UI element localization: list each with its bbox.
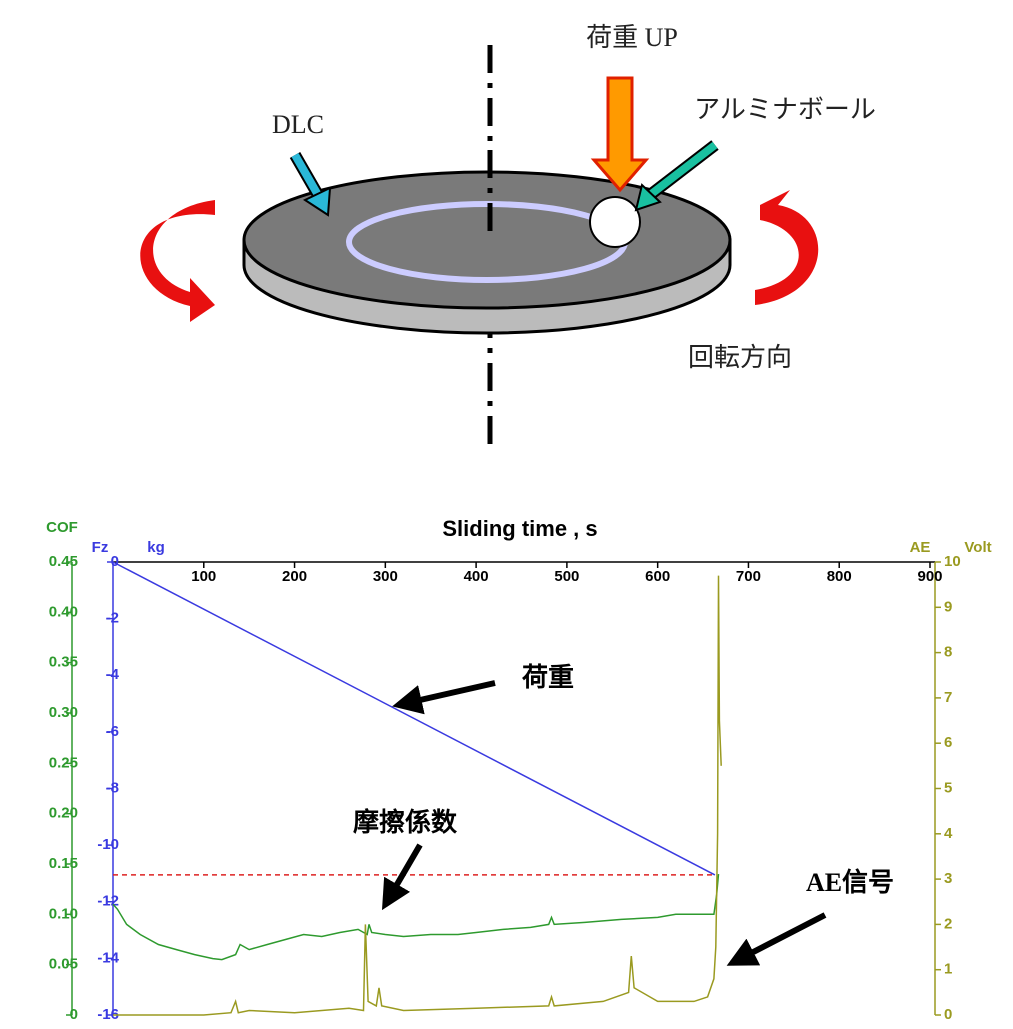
- y-tick-label: 0.40: [49, 603, 78, 620]
- x-tick-label: 500: [554, 568, 579, 585]
- x-tick-label: 800: [827, 568, 852, 585]
- label: 荷重 UP: [586, 23, 678, 52]
- y-tick-label: -14: [97, 949, 119, 966]
- y-tick-label: -8: [106, 779, 119, 796]
- y-tick-label: 0.20: [49, 805, 78, 822]
- y-tick-label: 3: [944, 870, 952, 887]
- label: アルミナボール: [694, 95, 876, 124]
- series-line: [112, 561, 716, 876]
- y-tick-label: 4: [944, 825, 953, 842]
- x-tick-label: 100: [191, 568, 216, 585]
- x-tick-label: 300: [373, 568, 398, 585]
- annotation-arrow: [726, 912, 827, 966]
- y-tick-label: 2: [944, 915, 952, 932]
- annotation: 荷重: [522, 663, 574, 692]
- axis-label: Volt: [964, 539, 991, 556]
- x-tick-label: 700: [736, 568, 761, 585]
- y-tick-label: 0.35: [49, 654, 78, 671]
- label: DLC: [272, 110, 324, 139]
- y-tick-label: 0.25: [49, 754, 78, 771]
- y-tick-label: 0.05: [49, 956, 78, 973]
- y-tick-label: 0.10: [49, 905, 78, 922]
- annotation-arrow: [381, 843, 423, 911]
- annotation: 摩擦係数: [353, 807, 458, 837]
- x-tick-label: 200: [282, 568, 307, 585]
- series-line: [113, 575, 722, 1016]
- y-tick-label: -2: [106, 610, 119, 627]
- x-tick-label: 900: [917, 568, 942, 585]
- annotation: AE信号: [806, 868, 894, 897]
- y-tick-label: -4: [106, 666, 120, 683]
- axis-label: Fz: [92, 539, 109, 556]
- chart-title: Sliding time , s: [442, 516, 597, 541]
- y-tick-label: 1: [944, 961, 952, 978]
- y-tick-label: 0.15: [49, 855, 78, 872]
- y-tick-label: -6: [106, 723, 119, 740]
- y-tick-label: 0: [70, 1006, 78, 1023]
- y-tick-label: 0: [111, 553, 119, 570]
- series-line: [112, 874, 720, 961]
- y-tick-label: -16: [97, 1006, 119, 1023]
- x-tick-label: 400: [464, 568, 489, 585]
- y-tick-label: 0: [944, 1006, 952, 1023]
- y-tick-label: -10: [97, 836, 119, 853]
- y-tick-label: 10: [944, 553, 961, 570]
- y-tick-label: 8: [944, 644, 952, 661]
- y-tick-label: 6: [944, 734, 952, 751]
- y-tick-label: 0.45: [49, 553, 78, 570]
- y-tick-label: 0.30: [49, 704, 78, 721]
- y-tick-label: 9: [944, 598, 952, 615]
- y-tick-label: 5: [944, 779, 952, 796]
- x-tick-label: 600: [645, 568, 670, 585]
- annotation-arrow: [392, 680, 496, 715]
- y-tick-label: 7: [944, 689, 952, 706]
- axis-label: kg: [147, 539, 165, 556]
- label: 回転方向: [688, 343, 792, 372]
- diagram: 荷重 UP アルミナボール DLC 回転方向: [140, 23, 876, 445]
- axis-label: AE: [910, 539, 931, 556]
- axis-label: COF: [46, 519, 78, 536]
